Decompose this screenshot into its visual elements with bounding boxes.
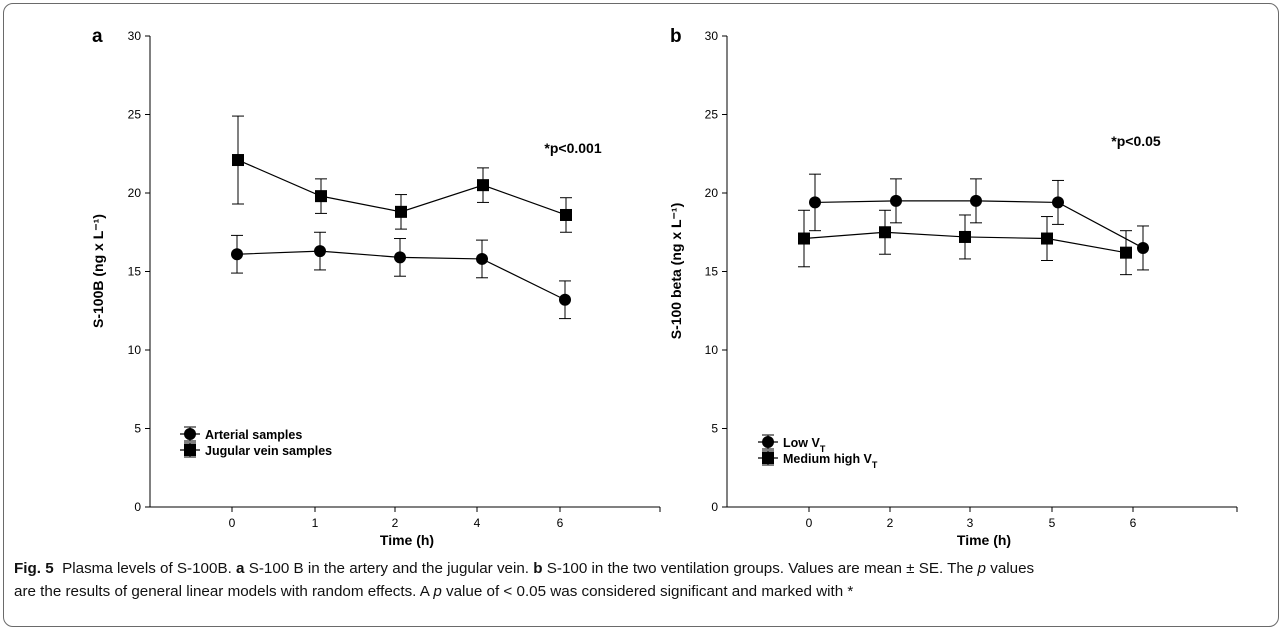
legend-label: Medium high VT [783, 452, 878, 470]
legend-marker [184, 444, 196, 456]
data-point [1137, 241, 1149, 254]
data-point [879, 226, 891, 239]
y-tick-label: 15 [705, 265, 719, 279]
data-point [970, 194, 982, 207]
data-point [394, 251, 406, 264]
caption-p-2: p [433, 583, 442, 600]
panel-letter: a [92, 26, 103, 47]
data-point [798, 232, 810, 245]
x-tick-label: 4 [474, 516, 481, 530]
y-tick-label: 15 [128, 265, 142, 279]
y-tick-label: 0 [134, 500, 141, 514]
y-tick-label: 10 [128, 343, 142, 357]
data-point [559, 293, 571, 306]
p-value-annotation: *p<0.001 [544, 140, 601, 156]
figure-frame [3, 3, 1279, 627]
caption-text-4: values [990, 560, 1035, 577]
caption-text-6: value of < 0.05 was considered significa… [446, 583, 854, 600]
caption-text-2: S-100 B in the artery and the jugular ve… [248, 560, 530, 577]
y-axis-title: S-100 beta (ng x L⁻¹) [668, 203, 684, 340]
legend-marker [762, 436, 774, 448]
y-axis-title: S-100B (ng x L⁻¹) [90, 214, 106, 328]
caption-text-3: S-100 in the two ventilation groups. Val… [546, 560, 974, 577]
x-tick-label: 6 [557, 516, 564, 530]
data-point [959, 230, 971, 243]
y-tick-label: 30 [705, 29, 719, 43]
legend-marker [762, 452, 774, 464]
x-axis-title: Time (h) [957, 532, 1011, 548]
panel-letter: b [670, 26, 682, 47]
data-point [231, 248, 243, 261]
x-tick-label: 0 [806, 516, 813, 530]
legend-label: Jugular vein samples [205, 444, 332, 458]
x-axis-title: Time (h) [380, 532, 434, 548]
data-point [232, 154, 244, 167]
data-point [1052, 196, 1064, 209]
legend-marker [184, 428, 196, 440]
caption-label: Fig. 5 [14, 560, 54, 577]
y-tick-label: 0 [711, 500, 718, 514]
caption-text-1: Plasma levels of S-100B. [62, 560, 232, 577]
data-point [477, 179, 489, 192]
legend-label: Arterial samples [205, 428, 302, 442]
data-point [1120, 246, 1132, 259]
y-tick-label: 10 [705, 343, 719, 357]
y-tick-label: 25 [705, 108, 719, 122]
x-tick-label: 2 [887, 516, 894, 530]
caption-panel-a: a [236, 560, 245, 577]
y-tick-label: 25 [128, 108, 142, 122]
x-tick-label: 5 [1049, 516, 1056, 530]
panel-b-chart: b 0 5 10 15 20 25 30 0 2 3 5 6 Time (h) S-100 beta (ng… [668, 26, 1238, 548]
caption-text-5: are the results of general linear models… [14, 583, 430, 600]
y-tick-label: 5 [711, 422, 718, 436]
data-point [560, 208, 572, 221]
x-tick-label: 1 [312, 516, 319, 530]
x-tick-label: 0 [229, 516, 236, 530]
x-tick-label: 2 [392, 516, 399, 530]
data-point [809, 196, 821, 209]
caption-panel-b: b [533, 560, 543, 577]
y-tick-label: 5 [134, 422, 141, 436]
data-point [1041, 232, 1053, 245]
legend-label: Low VT [783, 436, 826, 454]
data-point [476, 252, 488, 265]
data-point [395, 205, 407, 218]
data-point [890, 194, 902, 207]
x-tick-label: 6 [1130, 516, 1137, 530]
data-point [314, 245, 326, 258]
series-line [814, 200, 1144, 249]
caption-p-1: p [977, 560, 986, 577]
y-tick-label: 20 [705, 186, 719, 200]
x-tick-label: 3 [967, 516, 974, 530]
y-tick-label: 20 [128, 186, 142, 200]
data-point [315, 190, 327, 203]
panel-a-chart: a 0 5 10 15 20 25 30 0 1 2 4 6 Time (h) S-100B (ng x L… [90, 26, 661, 548]
p-value-annotation: *p<0.05 [1111, 133, 1161, 149]
y-tick-label: 30 [128, 29, 142, 43]
figure-caption: Fig. 5 Plasma levels of S-100B. a S-100 … [14, 557, 1272, 603]
